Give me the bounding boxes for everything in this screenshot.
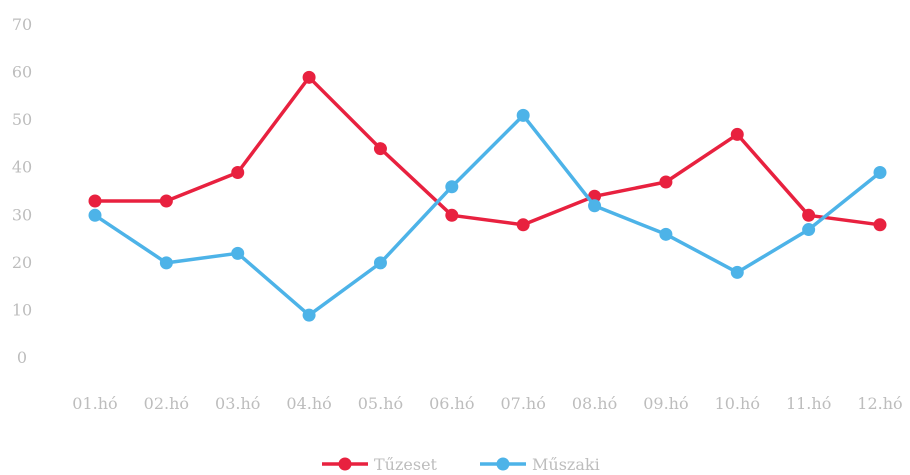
data-point (302, 308, 316, 322)
legend: Tűzeset Műszaki (322, 455, 600, 474)
y-tick-label: 50 (12, 110, 32, 129)
x-tick-label: 08.hó (572, 394, 617, 413)
data-point (373, 256, 387, 270)
data-point (588, 199, 602, 213)
data-point (516, 218, 530, 232)
x-tick-label: 09.hó (643, 394, 688, 413)
data-point (659, 175, 673, 189)
x-tick-label: 04.hó (286, 394, 331, 413)
legend-item-2: Műszaki (480, 455, 600, 474)
x-tick-label: 02.hó (144, 394, 189, 413)
data-point (231, 165, 245, 179)
x-tick-label: 07.hó (500, 394, 545, 413)
data-point (373, 142, 387, 156)
series-layer (88, 70, 887, 322)
data-point (159, 194, 173, 208)
x-tick-label: 06.hó (429, 394, 474, 413)
data-point (802, 223, 816, 237)
y-tick-label: 20 (12, 253, 32, 272)
data-point (730, 265, 744, 279)
x-tick-label: 11.hó (786, 394, 831, 413)
x-tick-label: 05.hó (358, 394, 403, 413)
series-line (93, 75, 882, 227)
series-2 (88, 108, 887, 322)
x-tick-label: 10.hó (715, 394, 760, 413)
data-point (231, 246, 245, 260)
data-point (88, 194, 102, 208)
legend-item-1: Tűzeset (322, 455, 438, 474)
data-point (445, 180, 459, 194)
y-tick-label: 60 (12, 63, 32, 82)
data-point (873, 165, 887, 179)
legend-swatch-marker (338, 457, 352, 471)
data-point (445, 208, 459, 222)
data-point (802, 208, 816, 222)
x-tick-label: 12.hó (857, 394, 902, 413)
data-point (159, 256, 173, 270)
y-tick-label: 40 (12, 158, 32, 177)
x-tick-label: 03.hó (215, 394, 260, 413)
y-tick-label: 0 (17, 348, 27, 367)
legend-label: Műszaki (532, 455, 600, 474)
data-point (659, 227, 673, 241)
x-axis-ticks: 01.hó 02.hó 03.hó 04.hó 05.hó 06.hó 07.hó 08.hó… (72, 394, 902, 413)
legend-swatch-marker (496, 457, 510, 471)
y-axis-ticks: 0 10 20 30 40 50 60 70 (12, 15, 32, 367)
data-point (516, 108, 530, 122)
legend-label: Tűzeset (374, 455, 438, 474)
data-point (873, 218, 887, 232)
y-tick-label: 70 (12, 15, 32, 34)
x-tick-label: 01.hó (72, 394, 117, 413)
data-point (88, 208, 102, 222)
data-point (302, 70, 316, 84)
series-line (93, 113, 882, 317)
data-point (730, 127, 744, 141)
y-tick-label: 10 (12, 300, 32, 319)
y-tick-label: 30 (12, 205, 32, 224)
